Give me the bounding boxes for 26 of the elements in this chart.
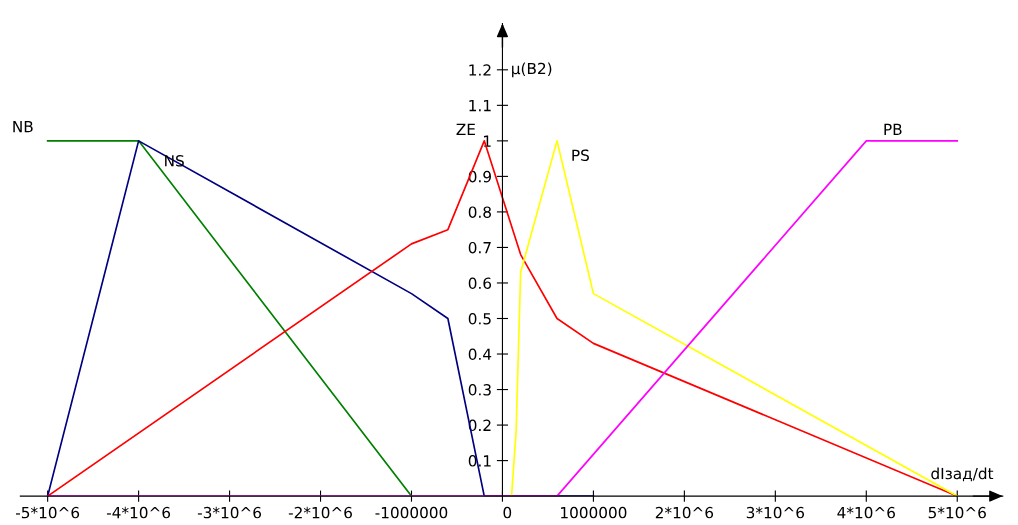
x-tick-label: -1000000 [375,506,448,519]
y-axis-title: μ(B2) [512,62,552,78]
y-tick-label: 0.8 [468,206,491,218]
x-tick-label: 3*10^6 [746,506,805,519]
y-tick-label: 1.1 [469,100,491,112]
x-tick-label: -3*10^6 [197,506,262,519]
series-label: NB [13,120,33,133]
x-tick-label: -5*10^6 [15,506,80,519]
series-label: ZE [456,123,475,135]
x-tick-label: 0 [503,506,512,519]
x-tick-label: -2*10^6 [288,506,352,519]
series-label: PB [884,123,902,135]
x-tick-label: 2*10^6 [655,506,714,519]
y-tick-label: 0.6 [468,277,492,289]
y-tick-label: 1.2 [469,64,491,76]
x-tick-label: 5*10^6 [928,506,986,519]
x-tick-label: 4*10^6 [837,506,895,519]
y-tick-label: 0.4 [468,348,492,361]
x-axis-title: dIзад/dt [931,467,994,482]
x-tick-label: 1000000 [561,506,627,519]
y-tick-label: 1 [483,135,491,147]
series-label: PS [572,149,589,162]
y-tick-label: 0.7 [468,241,491,254]
y-tick-label: 0.3 [468,384,491,396]
y-tick-label: 0.5 [468,312,491,325]
x-tick-label: -4*10^6 [106,506,171,519]
